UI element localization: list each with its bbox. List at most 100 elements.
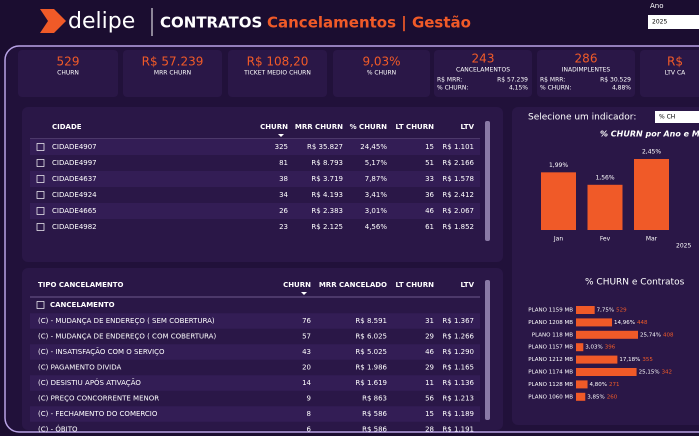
count-label: 342 <box>662 370 673 376</box>
cell: 3,41% <box>365 191 388 199</box>
chart-title: % CHURN por Ano e Mê <box>600 129 699 139</box>
column-header: % CHURN <box>350 123 388 131</box>
row-band <box>30 375 480 391</box>
column-header: CHURN <box>260 123 288 131</box>
kpi-detail-label: % CHURN: <box>540 85 571 92</box>
y-tick-label: PLANO 1060 MB <box>528 394 573 400</box>
kpi-detail-label: R$ MRR: <box>540 77 565 84</box>
count-label: 355 <box>642 357 653 363</box>
kpi-label: CHURN <box>57 70 79 77</box>
count-label: 260 <box>607 394 618 400</box>
cell: (C) - ÓBITO <box>38 425 78 434</box>
cell: R$ 1.189 <box>442 410 474 418</box>
page-subtitle: Cancelamentos | Gestão <box>267 14 471 33</box>
column-header: LT CHURN <box>396 281 435 289</box>
cell: 29 <box>425 333 434 341</box>
count-label: 529 <box>616 308 627 314</box>
kpi-value: R$ <box>667 55 683 69</box>
cell: R$ 4.193 <box>311 191 343 199</box>
chart-title: % CHURN e Contratos <box>585 278 685 288</box>
bar-label: 3,85% <box>587 394 604 400</box>
chart-panel <box>512 107 699 425</box>
cell: 23 <box>279 223 288 231</box>
kpi-detail-value: 4,15% <box>509 85 528 92</box>
cell: 29 <box>425 364 434 372</box>
cell: R$ 1.619 <box>355 379 387 387</box>
kpi-detail-value: 4,88% <box>612 85 631 92</box>
bar-label: 2,45% <box>642 149 661 156</box>
bar <box>576 306 595 314</box>
y-tick-label: PLANO 1212 MB <box>528 357 573 363</box>
scrollbar[interactable] <box>485 121 490 241</box>
cell: R$ 2.166 <box>442 159 474 167</box>
cell: 26 <box>279 207 288 215</box>
sort-indicator <box>278 134 284 137</box>
bar-label: 3,03% <box>585 345 602 351</box>
row-band <box>30 203 480 219</box>
cell: R$ 5.025 <box>355 348 387 356</box>
cell: R$ 1.578 <box>442 175 474 183</box>
scrollbar[interactable] <box>485 280 490 420</box>
column-header: MRR CANCELADO <box>319 281 387 289</box>
kpi-detail-label: % CHURN: <box>437 85 468 92</box>
bar <box>576 392 586 401</box>
bar-label: 1,99% <box>549 162 568 169</box>
count-label: 271 <box>609 382 620 388</box>
cell: (C) - MUDANÇA DE ENDEREÇO ( SEM COBERTUR… <box>38 317 215 325</box>
kpi-card <box>18 50 118 97</box>
expand-icon[interactable] <box>36 207 45 215</box>
collapse-icon[interactable] <box>36 301 45 309</box>
kpi-value: 9,03% <box>362 55 400 69</box>
column-header: CIDADE <box>52 123 82 131</box>
selector-value: % CH <box>659 114 675 121</box>
kpi-value: 529 <box>57 55 80 69</box>
bar <box>587 184 623 230</box>
column-header: LTV <box>461 123 475 131</box>
cell: R$ 2.067 <box>442 207 474 215</box>
cell: 15 <box>425 410 434 418</box>
sort-indicator <box>301 292 307 295</box>
kpi-label: TICKET MEDIO CHURN <box>243 70 311 77</box>
cell: R$ 1.101 <box>442 143 474 151</box>
bar <box>576 355 618 364</box>
expand-icon[interactable] <box>36 175 45 183</box>
cell: R$ 8.591 <box>355 317 387 325</box>
expand-icon[interactable] <box>36 143 45 151</box>
cell: 5,17% <box>365 159 388 167</box>
selector-dropdown[interactable] <box>655 111 699 123</box>
cell: (C) - INSATISFAÇÃO COM O SERVIÇO <box>38 347 165 356</box>
cell: R$ 1.852 <box>442 223 474 231</box>
cell: 11 <box>425 379 434 387</box>
cell: R$ 1.986 <box>355 364 387 372</box>
expand-icon[interactable] <box>36 159 45 167</box>
kpi-card <box>333 50 430 97</box>
x-axis-label: 2025 <box>676 243 691 250</box>
kpi-value: R$ 57.239 <box>142 55 204 69</box>
cell: 15 <box>425 143 434 151</box>
cell: 28 <box>425 426 434 434</box>
cell: R$ 1.290 <box>442 348 474 356</box>
cell: 46 <box>425 207 434 215</box>
row-band <box>30 406 480 422</box>
kpi-card <box>228 50 327 97</box>
cell: 9 <box>307 395 311 403</box>
kpi-value: 286 <box>575 52 598 66</box>
kpi-label: % CHURN <box>367 70 396 77</box>
cell: R$ 8.793 <box>311 159 343 167</box>
cell: CIDADE4982 <box>52 223 97 231</box>
cell: 81 <box>279 159 288 167</box>
cell: 38 <box>279 175 288 183</box>
cell: 325 <box>275 143 288 151</box>
filter-dropdown[interactable] <box>648 15 699 29</box>
filter-value: 2025 <box>652 19 667 26</box>
cell: R$ 586 <box>362 410 387 418</box>
expand-icon[interactable] <box>36 223 45 231</box>
cell: 7,87% <box>365 175 388 183</box>
expand-icon[interactable] <box>36 191 45 199</box>
y-tick-label: PLANO 1174 MB <box>528 370 573 376</box>
cell: R$ 3.719 <box>311 175 343 183</box>
cell: R$ 1.213 <box>442 395 474 403</box>
y-tick-label: PLANO 118 MB <box>532 332 573 338</box>
cell: (C) - MUDANÇA DE ENDEREÇO ( COM COBERTUR… <box>38 333 216 341</box>
row-band <box>30 171 480 187</box>
